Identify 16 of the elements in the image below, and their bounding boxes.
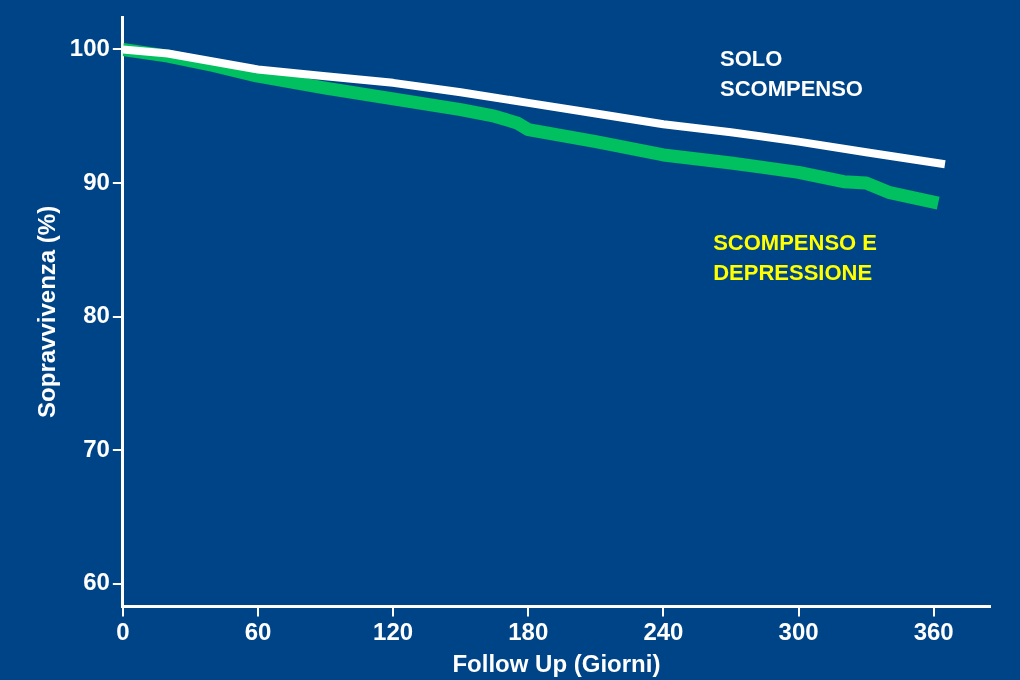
x-tick-label: 360: [913, 618, 954, 646]
y-tick-label: 80: [83, 301, 110, 329]
x-tick-label: 0: [116, 618, 130, 646]
y-tick-label: 100: [69, 34, 110, 62]
series-label: SOLO SCOMPENSO: [719, 46, 863, 102]
x-tick-label: 180: [508, 618, 549, 646]
x-tick-label: 240: [643, 618, 684, 646]
y-tick-label: 90: [83, 167, 110, 195]
y-tick-label: 70: [83, 434, 110, 462]
x-axis-title: Follow Up (Giorni): [452, 650, 661, 678]
x-tick-label: 60: [244, 618, 272, 646]
y-tick-label: 60: [83, 568, 110, 596]
x-tick-label: 300: [778, 618, 819, 646]
x-tick-label: 120: [373, 618, 414, 646]
series-label: SCOMPENSO E DEPRESSIONE: [713, 230, 878, 286]
y-axis-title: Sopravvivenza (%): [33, 205, 61, 418]
